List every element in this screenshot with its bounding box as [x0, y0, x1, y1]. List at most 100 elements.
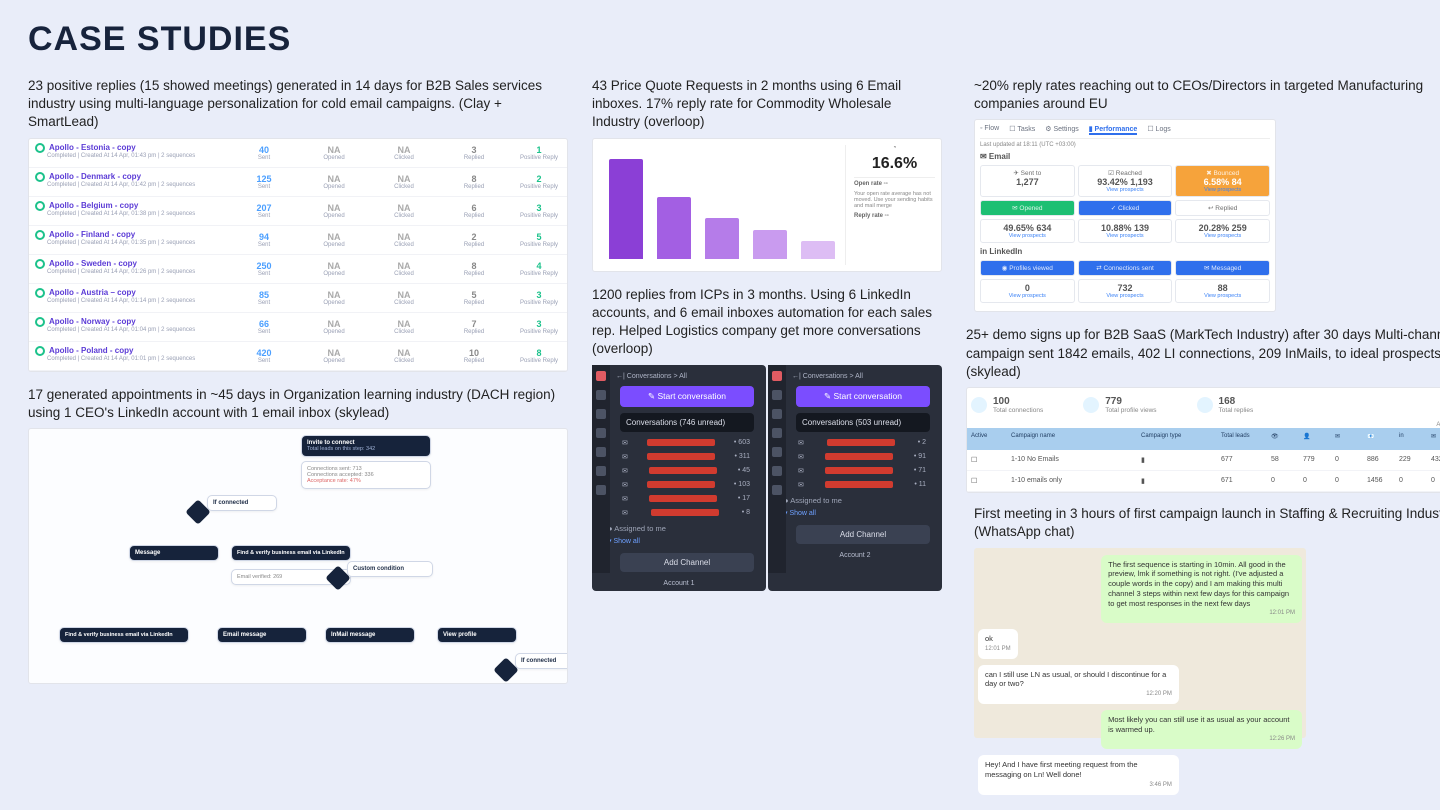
- status-dot: [35, 259, 45, 269]
- conversation-row[interactable]: ✉• 17: [598, 492, 760, 506]
- col-3: ~20% reply rates reaching out to CEOs/Di…: [966, 77, 1440, 798]
- table-row: ☐1-10 No Emails▮677587790886229432488110…: [967, 450, 1440, 471]
- chart-bar: [657, 197, 691, 259]
- case1-text: 23 positive replies (15 showed meetings)…: [28, 77, 568, 132]
- metric-box: ✈ Sent to1,277: [980, 165, 1075, 197]
- flow-diagram: Invite to connect Total leads on this st…: [28, 428, 568, 684]
- status-dot: [35, 346, 45, 356]
- case-study-grid: 23 positive replies (15 showed meetings)…: [28, 77, 1412, 798]
- chat-bubble: Most likely you can still use it as usua…: [1101, 710, 1302, 749]
- dash-tab[interactable]: ☐ Tasks: [1009, 125, 1035, 135]
- case5-text: ~20% reply rates reaching out to CEOs/Di…: [966, 77, 1440, 113]
- conversation-row[interactable]: ✉• 91: [774, 450, 936, 464]
- campaign-name[interactable]: Apollo - Sweden - copy: [49, 259, 137, 268]
- chart-bar: [753, 230, 787, 259]
- conversation-row[interactable]: ✉• 2: [774, 436, 936, 450]
- status-dot: [35, 201, 45, 211]
- table-row: Apollo - Poland - copy Completed | Creat…: [29, 342, 567, 371]
- table-row: Apollo - Denmark - copy Completed | Crea…: [29, 168, 567, 197]
- conversation-row[interactable]: ✉• 603: [598, 436, 760, 450]
- stat-card: 100Total connections: [971, 396, 1043, 414]
- metric-box: ↩ Replied: [1175, 200, 1270, 216]
- node-ifconn2: If connected: [515, 653, 568, 669]
- node-ifconn: If connected: [207, 495, 277, 511]
- node-find: Find & verify business email via LinkedI…: [231, 545, 351, 561]
- case4-text: 1200 replies from ICPs in 3 months. Usin…: [592, 286, 942, 359]
- metric-box: 0View prospects: [980, 279, 1075, 303]
- campaign-name[interactable]: Apollo - Estonia - copy: [49, 143, 136, 152]
- table-row: ☐1-10 emails only▮6710001456000870: [967, 471, 1440, 492]
- dash-tab[interactable]: ☐ Logs: [1147, 125, 1170, 135]
- node-inmail: InMail message: [325, 627, 415, 643]
- dash-tab[interactable]: ◦ Flow: [980, 125, 999, 135]
- campaign-name[interactable]: Apollo - Austria – copy: [49, 288, 136, 297]
- chat-bubble: The first sequence is starting in 10min.…: [1101, 555, 1302, 624]
- table-row: Apollo - Estonia - copy Completed | Crea…: [29, 139, 567, 168]
- page-title: CASE STUDIES: [28, 20, 1412, 59]
- status-dot: [35, 172, 45, 182]
- chat-bubble: Hey! And I have first meeting request fr…: [978, 755, 1179, 794]
- conversation-row[interactable]: ✉• 45: [598, 464, 760, 478]
- node-view: View profile: [437, 627, 517, 643]
- metric-box: ☑ Reached93.42% 1,193View prospects: [1078, 165, 1173, 197]
- conversations-screenshot: ←| Conversations > All ✎ Start conversat…: [592, 365, 942, 591]
- status-dot: [35, 317, 45, 327]
- metric-box: 732View prospects: [1078, 279, 1173, 303]
- campaign-name[interactable]: Apollo - Poland - copy: [49, 346, 133, 355]
- metric-box: 88View prospects: [1175, 279, 1270, 303]
- add-channel-btn-2[interactable]: Add Channel: [796, 525, 930, 544]
- metric-box: 20.28% 259View prospects: [1175, 219, 1270, 243]
- metric-box: 49.65% 634View prospects: [980, 219, 1075, 243]
- dash-tab[interactable]: ⚙ Settings: [1045, 125, 1079, 135]
- chart-bar: [609, 159, 643, 259]
- table-row: Apollo - Finland - copy Completed | Crea…: [29, 226, 567, 255]
- metrics-dashboard: ◦ Flow ☐ Tasks ⚙ Settings ▮ Performance ☐ Lo…: [974, 119, 1276, 312]
- col-1: 23 positive replies (15 showed meetings)…: [28, 77, 568, 798]
- case7-text: First meeting in 3 hours of first campai…: [966, 505, 1440, 541]
- metric-box: 10.88% 139View prospects: [1078, 219, 1173, 243]
- metric-box: ✓ Clicked: [1078, 200, 1173, 216]
- stat-card: 779Total profile views: [1083, 396, 1156, 414]
- start-conversation-btn[interactable]: ✎ Start conversation: [620, 386, 754, 407]
- campaign-name[interactable]: Apollo - Finland - copy: [49, 230, 135, 239]
- conversation-row[interactable]: ✉• 11: [774, 478, 936, 492]
- case6-text: 25+ demo signs up for B2B SaaS (MarkTech…: [966, 326, 1440, 381]
- table-row: Apollo - Norway - copy Completed | Creat…: [29, 313, 567, 342]
- chat-bubble: ok12:01 PM: [978, 629, 1018, 659]
- conversation-row[interactable]: ✉• 71: [774, 464, 936, 478]
- status-dot: [35, 143, 45, 153]
- reply-pct: 16.6%: [854, 155, 935, 173]
- col-2: 43 Price Quote Requests in 2 months usin…: [592, 77, 942, 798]
- stat-card: 168Total replies: [1197, 396, 1254, 414]
- start-conversation-btn-2[interactable]: ✎ Start conversation: [796, 386, 930, 407]
- metric-box: ✖ Bounced6.58% 84View prospects: [1175, 165, 1270, 197]
- metric-box: ⇄ Connections sent: [1078, 260, 1173, 276]
- table-row: Apollo - Belgium - copy Completed | Crea…: [29, 197, 567, 226]
- whatsapp-chat: The first sequence is starting in 10min.…: [974, 548, 1306, 738]
- metric-box: ◉ Profiles viewed: [980, 260, 1075, 276]
- case3-text: 43 Price Quote Requests in 2 months usin…: [592, 77, 942, 132]
- status-dot: [35, 230, 45, 240]
- table-row: Apollo - Sweden - copy Completed | Creat…: [29, 255, 567, 284]
- metric-box: ✉ Messaged: [1175, 260, 1270, 276]
- chat-bubble: can I still use LN as usual, or should I…: [978, 665, 1179, 704]
- conv-account-1: ←| Conversations > All ✎ Start conversat…: [592, 365, 766, 591]
- campaign-name[interactable]: Apollo - Denmark - copy: [49, 172, 141, 181]
- metric-box: ✉ Opened: [980, 200, 1075, 216]
- campaign-name[interactable]: Apollo - Belgium - copy: [49, 201, 138, 210]
- add-channel-btn[interactable]: Add Channel: [620, 553, 754, 572]
- conversation-row[interactable]: ✉• 311: [598, 450, 760, 464]
- dash-tab[interactable]: ▮ Performance: [1089, 125, 1138, 135]
- status-dot: [35, 288, 45, 298]
- node-email: Email message: [217, 627, 307, 643]
- campaign-name[interactable]: Apollo - Norway - copy: [49, 317, 136, 326]
- chart-bar: [801, 241, 835, 259]
- conv-account-2: ←| Conversations > All ✎ Start conversat…: [768, 365, 942, 591]
- conversation-row[interactable]: ✉• 8: [598, 506, 760, 520]
- node-msg: Message: [129, 545, 219, 561]
- funnel-chart: ◔ 16.6% Open rate ▫▫ Your open rate aver…: [592, 138, 942, 272]
- conversation-row[interactable]: ✉• 103: [598, 478, 760, 492]
- node-find2: Find & verify business email via LinkedI…: [59, 627, 189, 643]
- node-req-stats: Connections sent: 713 Connections accept…: [301, 461, 431, 489]
- case2-text: 17 generated appointments in ~45 days in…: [28, 386, 568, 422]
